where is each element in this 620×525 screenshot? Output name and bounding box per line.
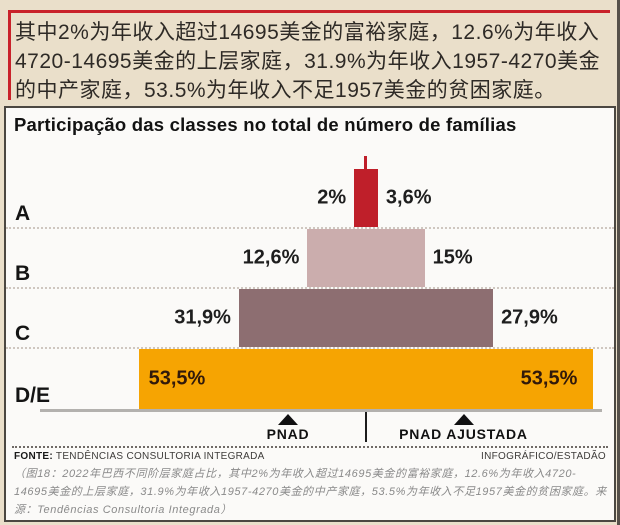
bar-pointer-line (364, 156, 368, 169)
window-right-edge (617, 0, 620, 525)
value-label-left-C: 31,9% (174, 306, 231, 329)
chart-title: Participação das classes no total de núm… (14, 114, 517, 135)
triangle-up-icon (453, 414, 474, 425)
axis-baseline (40, 409, 602, 412)
pyramid-row-D/E: D/E 53,5% 53,5% (6, 349, 614, 409)
value-label-right-C: 27,9% (501, 306, 558, 329)
source-text: FONTE: TENDÊNCIAS CONSULTORIA INTEGRADA (14, 451, 265, 462)
figure-caption: （图18：2022年巴西不同阶层家庭占比，其中2%为年收入超过14695美金的富… (14, 468, 607, 516)
triangle-up-icon (278, 414, 298, 425)
top-annotation-text: 其中2%为年收入超过14695美金的富裕家庭，12.6%为年收入4720-146… (8, 10, 610, 102)
chart-panel: Participação das classes no total de núm… (4, 106, 616, 522)
value-label-right-B: 15% (432, 246, 473, 269)
value-label-left-D/E: 53,5% (148, 367, 206, 390)
legend-pnad: PNAD (228, 414, 348, 442)
pyramid-row-A: A 2% 3,6% (6, 156, 614, 229)
footer-row: FONTE: TENDÊNCIAS CONSULTORIA INTEGRADA … (14, 451, 606, 462)
bar-A (354, 156, 378, 227)
legend-zone: PNAD PNAD AJUSTADA (6, 412, 614, 446)
legend-pnad-ajustada-label: PNAD AJUSTADA (399, 426, 528, 442)
class-label-A: A (15, 202, 31, 225)
value-label-left-B: 12,6% (242, 246, 300, 269)
legend-pnad-ajustada: PNAD AJUSTADA (381, 414, 546, 442)
credit-text: INFOGRÁFICO/ESTADÃO (481, 451, 606, 462)
class-label-D/E: D/E (15, 384, 51, 407)
center-divider-line (365, 412, 367, 442)
value-label-left-A: 2% (317, 186, 347, 209)
pyramid-row-C: C 31,9% 27,9% (6, 289, 614, 349)
source-label: FONTE: (14, 451, 54, 462)
bar-D/E (138, 349, 594, 409)
legend-pnad-label: PNAD (266, 426, 310, 442)
bar-B (307, 229, 425, 287)
class-label-B: B (15, 262, 31, 285)
pyramid-rows: A 2% 3,6% B 12,6% 15% C 31,9% 27,9% D/E 53,5% 53,5% (6, 156, 614, 409)
chart-panel-inner: Participação das classes no total de núm… (6, 108, 614, 520)
bar-C (238, 289, 494, 347)
class-label-C: C (15, 322, 31, 345)
footer-dotted-divider (12, 446, 608, 448)
value-label-right-A: 3,6% (385, 186, 432, 209)
value-label-right-D/E: 53,5% (520, 367, 578, 390)
pyramid-row-B: B 12,6% 15% (6, 229, 614, 289)
source-value: TENDÊNCIAS CONSULTORIA INTEGRADA (53, 451, 265, 462)
